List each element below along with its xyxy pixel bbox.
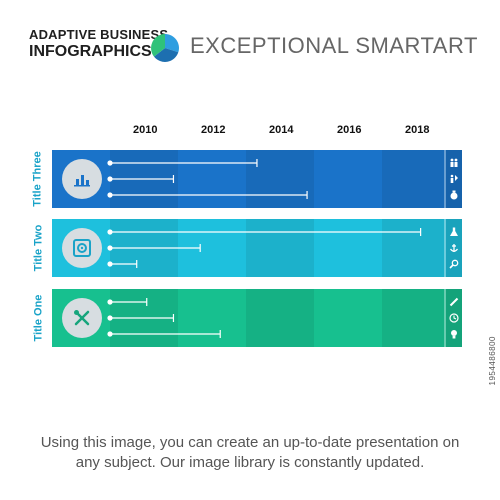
year-band	[246, 219, 314, 277]
row-plot	[52, 150, 462, 208]
year-band	[314, 289, 382, 347]
icon-column	[446, 150, 462, 208]
series-start-point	[107, 261, 113, 267]
series-start-point	[107, 229, 113, 235]
tools-icon	[62, 298, 102, 338]
column-divider	[444, 289, 446, 347]
series-start-point	[107, 245, 113, 251]
year-tick: 2012	[201, 124, 226, 136]
series-start-point	[107, 160, 113, 166]
safe-icon	[62, 228, 102, 268]
flask-icon	[450, 227, 458, 236]
series-start-point	[107, 299, 113, 305]
stock-id: 1954486800	[488, 336, 497, 386]
footer-line2: any subject. Our image library is consta…	[75, 453, 425, 471]
row-label: Title Two	[32, 224, 44, 272]
year-tick: 2014	[269, 124, 294, 136]
page-title: EXCEPTIONAL SMARTART	[190, 33, 478, 58]
column-divider	[444, 150, 446, 208]
footer-line1: Using this image, you can create an up-t…	[40, 434, 460, 451]
year-band	[382, 150, 450, 208]
year-band	[246, 289, 314, 347]
year-band	[314, 219, 382, 277]
year-band	[178, 289, 246, 347]
chart-row	[52, 150, 462, 208]
year-tick: 2018	[405, 124, 430, 136]
people-icon	[450, 158, 458, 167]
series-start-point	[107, 331, 113, 337]
bar-chart-icon	[62, 159, 102, 199]
series-start-point	[107, 176, 113, 182]
pencil-icon	[449, 297, 459, 307]
chart-row	[52, 289, 462, 347]
row-plot	[52, 219, 462, 277]
clock-icon	[449, 313, 459, 323]
year-band	[314, 150, 382, 208]
year-tick: 2010	[133, 124, 158, 136]
row-label: Title One	[32, 294, 44, 342]
series-start-point	[107, 315, 113, 321]
magnifier-icon	[449, 259, 459, 269]
column-divider	[444, 219, 446, 277]
row-label: Title Three	[32, 151, 44, 207]
chart-row	[52, 219, 462, 277]
row-plot	[52, 289, 462, 347]
footer-text: Using this image, you can create an up-t…	[0, 433, 500, 472]
brand-line2: INFOGRAPHICS	[29, 43, 152, 60]
year-band	[178, 150, 246, 208]
year-tick: 2016	[337, 124, 362, 136]
money-bag-icon	[450, 190, 458, 200]
people-arrows-icon	[450, 174, 458, 183]
pie-logo-icon	[151, 34, 179, 62]
year-band	[382, 289, 450, 347]
year-band	[246, 150, 314, 208]
series-start-point	[107, 192, 113, 198]
brand: ADAPTIVE BUSINESS INFOGRAPHICS	[29, 28, 168, 60]
brand-line1: ADAPTIVE BUSINESS	[29, 27, 169, 42]
lightbulb-icon	[451, 330, 457, 339]
anchor-icon	[449, 244, 459, 252]
year-band	[382, 219, 450, 277]
